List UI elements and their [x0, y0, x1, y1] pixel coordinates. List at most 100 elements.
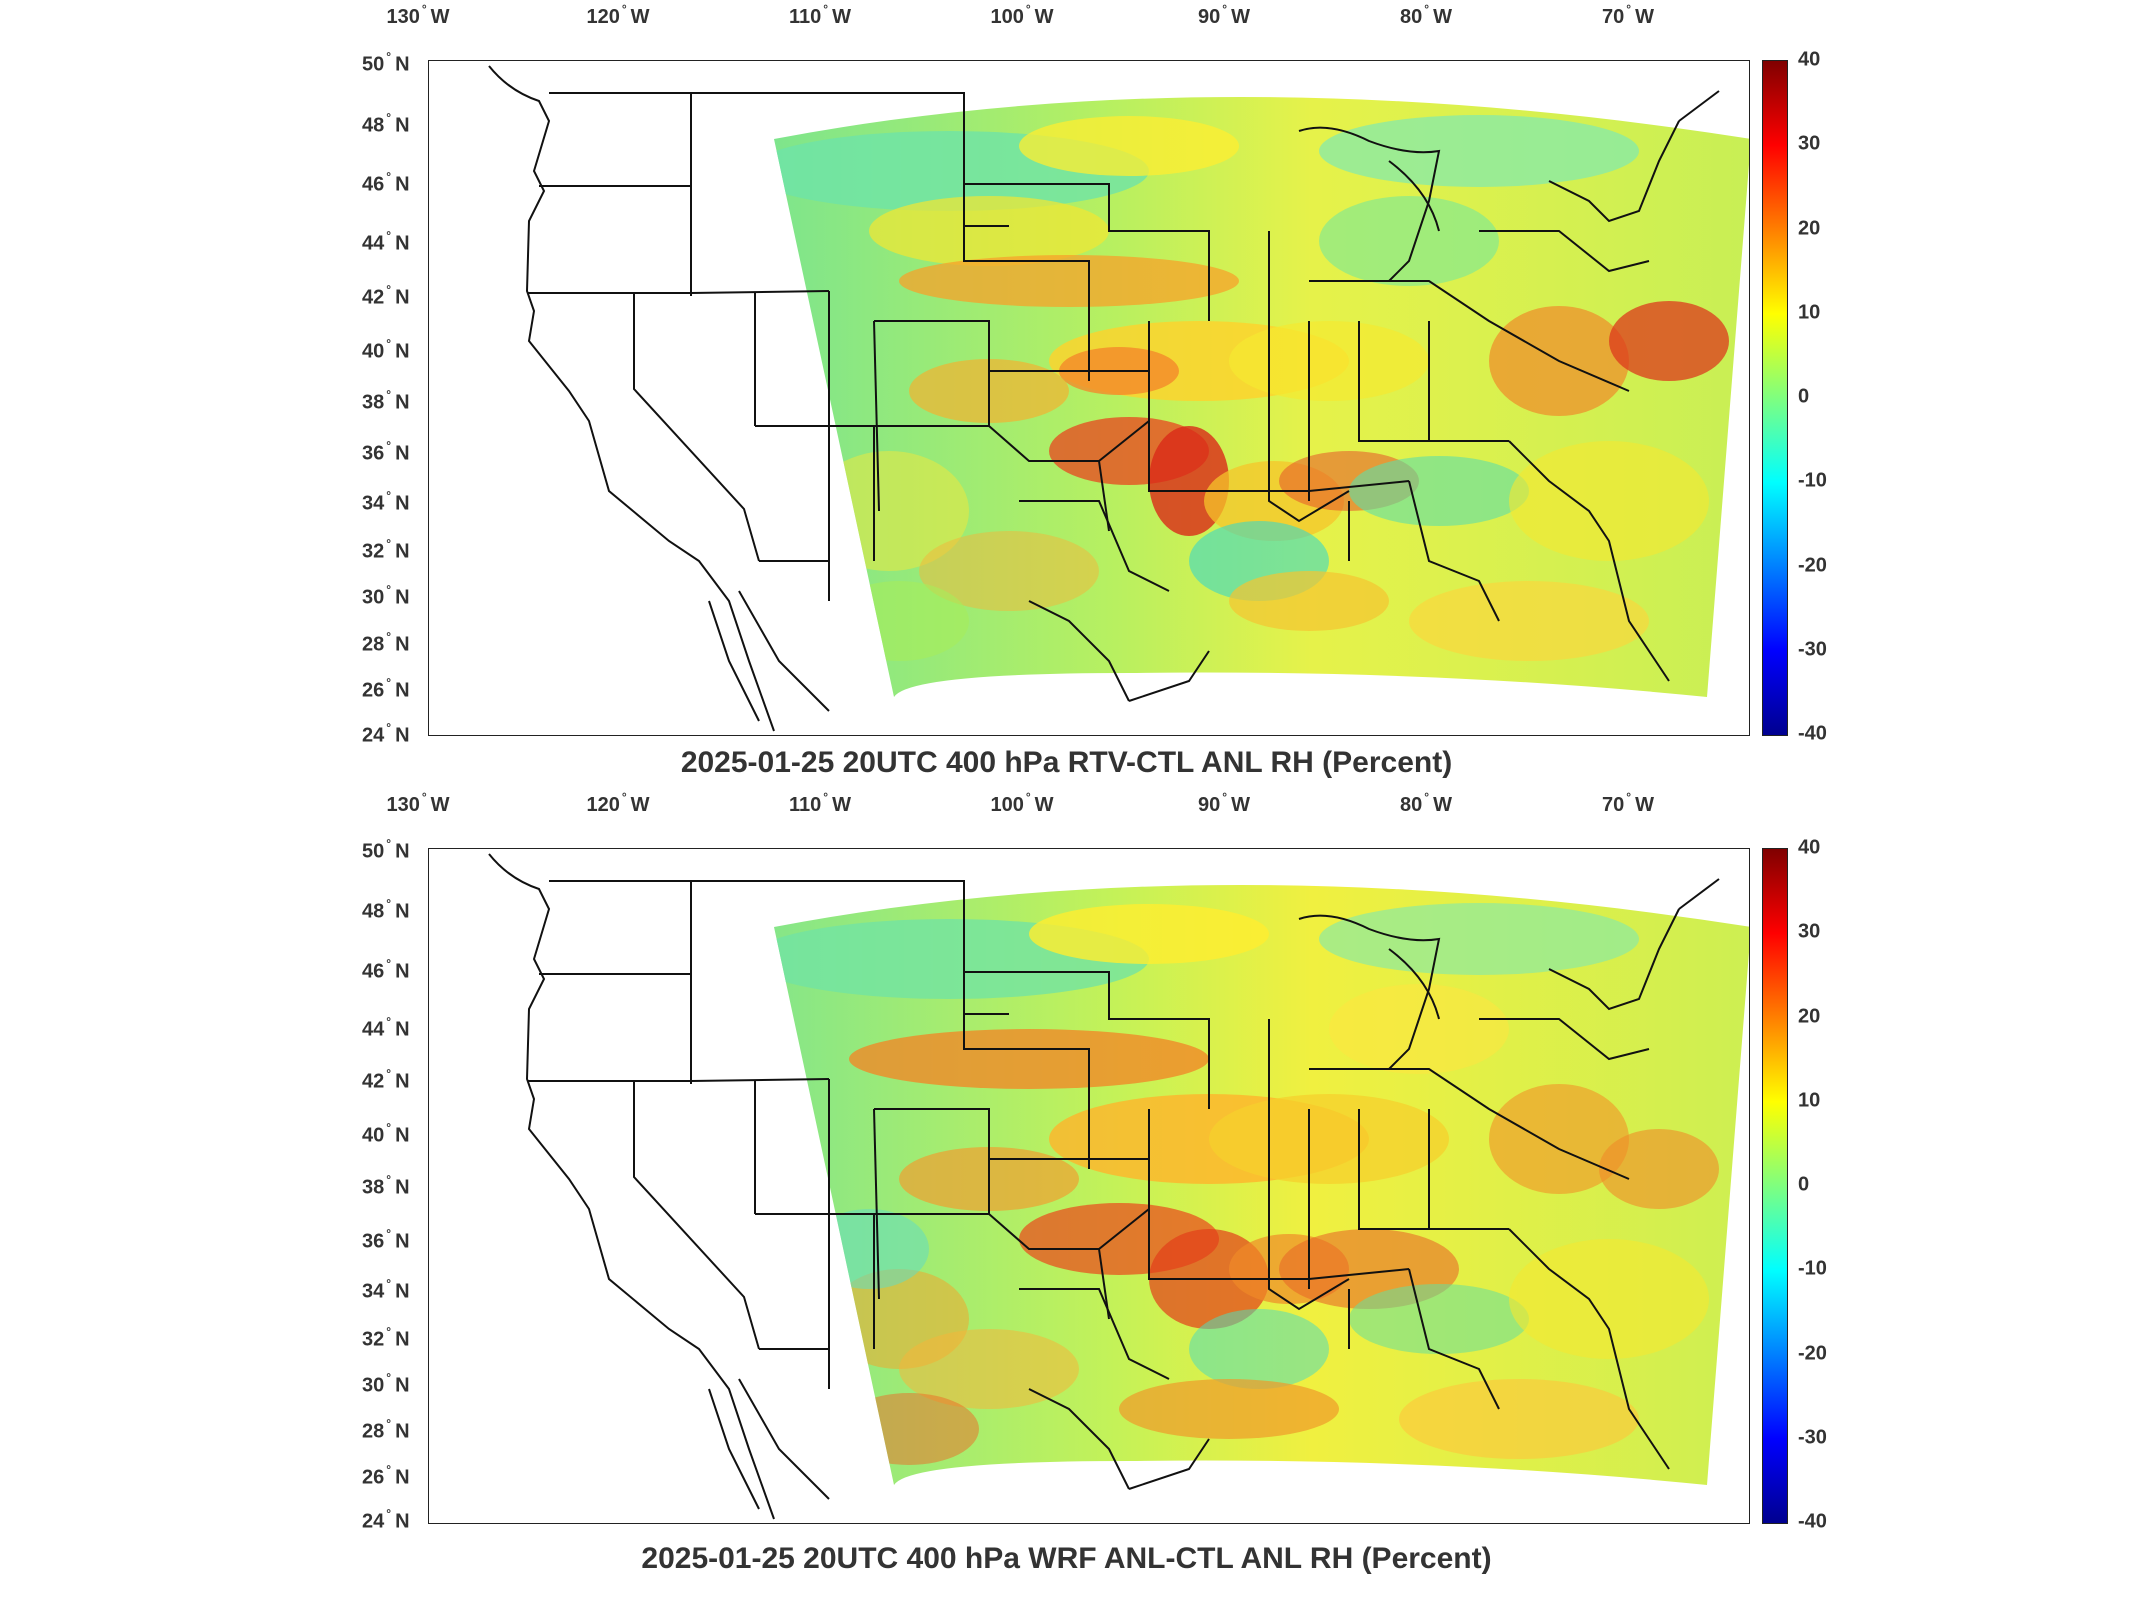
longitude-label: 120 ° W	[586, 790, 650, 816]
rh-difference-map	[488, 853, 1749, 1520]
colorbar-tick-label: 0	[1798, 1173, 1810, 1196]
hemisphere-letter: N	[395, 840, 410, 863]
panel-title: 2025-01-25 20UTC 400 hPa RTV-CTL ANL RH …	[680, 746, 1453, 779]
latitude-label: 26 ° N	[362, 1462, 410, 1489]
hemisphere-letter: W	[1231, 794, 1250, 816]
degree-symbol: °	[386, 282, 392, 297]
latitude-label: 48 ° N	[362, 110, 410, 137]
degree-symbol: °	[386, 629, 392, 644]
hemisphere-letter: N	[395, 1070, 410, 1093]
hemisphere-letter: N	[395, 586, 410, 609]
degree-symbol: °	[1222, 790, 1228, 804]
hemisphere-letter: N	[395, 633, 410, 656]
degree-symbol: °	[386, 169, 392, 184]
degree-symbol: °	[386, 956, 392, 971]
colorbar-tick-label: -10	[1798, 469, 1827, 492]
longitude-label: 130 ° W	[386, 2, 450, 28]
hemisphere-letter: N	[395, 1176, 410, 1199]
colorbar-tick-label: 40	[1798, 836, 1821, 859]
hemisphere-letter: W	[1034, 794, 1054, 816]
latitude-label: 50 ° N	[362, 49, 410, 76]
hemisphere-letter: N	[395, 1510, 410, 1533]
latitude-label: 36 ° N	[362, 438, 410, 465]
colorbar-tick-label: -40	[1798, 722, 1827, 745]
hemisphere-letter: N	[395, 492, 410, 515]
hemisphere-letter: N	[395, 114, 410, 137]
latitude-label: 24 ° N	[362, 720, 410, 747]
latitude-label: 32 ° N	[362, 536, 410, 563]
latitude-label: 46 ° N	[362, 956, 410, 983]
colorbar-tick-label: 20	[1798, 1005, 1821, 1027]
hemisphere-letter: W	[1433, 6, 1452, 28]
colorbar-tick-label: 10	[1798, 1089, 1821, 1112]
degree-symbol: °	[386, 1226, 392, 1241]
degree-symbol: °	[1626, 2, 1632, 16]
degree-symbol: °	[823, 790, 829, 804]
hemisphere-letter: N	[395, 286, 410, 309]
degree-symbol: °	[386, 536, 392, 551]
degree-symbol: °	[386, 1172, 392, 1187]
latitude-label: 34 ° N	[362, 488, 410, 515]
latitude-label: 32 ° N	[362, 1324, 410, 1351]
hemisphere-letter: N	[395, 1374, 410, 1397]
longitude-label: 70 ° W	[1602, 2, 1654, 28]
degree-symbol: °	[1424, 2, 1430, 16]
hemisphere-letter: W	[832, 794, 851, 816]
hemisphere-letter: N	[395, 340, 410, 363]
hemisphere-letter: N	[395, 232, 410, 255]
rh-anomaly-field	[774, 115, 1729, 661]
longitude-label: 70 ° W	[1602, 790, 1654, 816]
hemisphere-letter: W	[1231, 6, 1250, 28]
latitude-label: 48 ° N	[362, 896, 410, 923]
longitude-label: 80 ° W	[1400, 2, 1452, 28]
degree-symbol: °	[386, 836, 392, 851]
rh-difference-map	[488, 65, 1749, 732]
hemisphere-letter: N	[395, 1280, 410, 1303]
degree-symbol: °	[386, 1066, 392, 1081]
colorbar-tick-label: 20	[1798, 217, 1821, 239]
colorbar-tick-label: 30	[1798, 920, 1821, 943]
longitude-label: 100 ° W	[990, 2, 1054, 28]
colorbar-tick-label: -30	[1798, 638, 1827, 661]
state-boundaries	[488, 853, 1720, 1520]
degree-symbol: °	[1626, 790, 1632, 804]
latitude-label: 24 ° N	[362, 1506, 410, 1533]
degree-symbol: °	[1025, 790, 1031, 804]
hemisphere-letter: N	[395, 1420, 410, 1443]
colorbar-tick-label: -10	[1798, 1257, 1827, 1280]
degree-symbol: °	[386, 582, 392, 597]
degree-symbol: °	[386, 387, 392, 402]
hemisphere-letter: N	[395, 1124, 410, 1147]
longitude-label: 80 ° W	[1400, 790, 1452, 816]
degree-symbol: °	[386, 110, 392, 125]
degree-symbol: °	[421, 2, 427, 16]
panel-title: 2025-01-25 20UTC 400 hPa WRF ANL-CTL ANL…	[641, 1542, 1492, 1575]
rh-anomaly-field	[774, 903, 1719, 1465]
latitude-label: 28 ° N	[362, 1416, 410, 1443]
panel-wrf-anl-ctl: 130 ° W 120 ° W 110 ° W 100 ° W 90 ° W 80 ° W 70 ° W 50 ° N 48 °…	[0, 790, 2133, 1600]
hemisphere-letter: N	[395, 173, 410, 196]
degree-symbol: °	[1424, 790, 1430, 804]
hemisphere-letter: N	[395, 960, 410, 983]
panel-rtv-ctl: 130 ° W 120 ° W 110 ° W 100 ° W 90 ° W 80 ° W 70 ° W 50 ° N 48 °…	[0, 0, 2133, 790]
longitude-label: 120 ° W	[586, 2, 650, 28]
degree-symbol: °	[386, 1014, 392, 1029]
latitude-label: 38 ° N	[362, 1172, 410, 1199]
map-plot-area	[428, 848, 1750, 1524]
hemisphere-letter: N	[395, 900, 410, 923]
latitude-label: 44 ° N	[362, 1014, 410, 1041]
hemisphere-letter: N	[395, 442, 410, 465]
colorbar-tick-label: 10	[1798, 301, 1821, 324]
latitude-label: 34 ° N	[362, 1276, 410, 1303]
longitude-label: 100 ° W	[990, 790, 1054, 816]
latitude-label: 42 ° N	[362, 282, 410, 309]
degree-symbol: °	[421, 790, 427, 804]
degree-symbol: °	[1025, 2, 1031, 16]
hemisphere-letter: N	[395, 679, 410, 702]
degree-symbol: °	[386, 1120, 392, 1135]
longitude-label: 130 ° W	[386, 790, 450, 816]
degree-symbol: °	[386, 720, 392, 735]
latitude-label: 42 ° N	[362, 1066, 410, 1093]
degree-symbol: °	[621, 2, 627, 16]
degree-symbol: °	[386, 488, 392, 503]
